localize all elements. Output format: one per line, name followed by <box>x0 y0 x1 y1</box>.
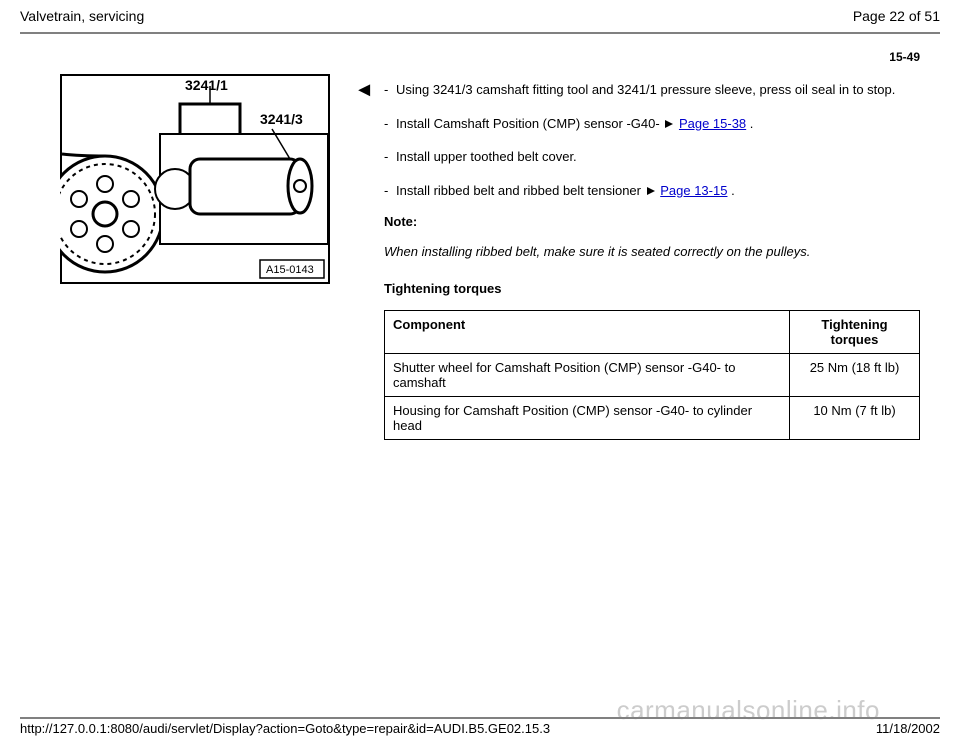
footer-date: 11/18/2002 <box>876 721 940 736</box>
bullet-dash: - <box>384 80 396 100</box>
bullet-text: Install upper toothed belt cover. <box>396 149 577 164</box>
bullet-text: Install ribbed belt and ribbed belt tens… <box>396 183 645 198</box>
figure-stamp: A15-0143 <box>266 264 314 276</box>
page-counter: Page 22 of 51 <box>853 8 940 24</box>
torques-table: Component Tightening torques Shutter whe… <box>384 310 920 440</box>
bullet-text-after: . <box>731 183 735 198</box>
list-item: - Install upper toothed belt cover. <box>384 147 920 167</box>
bullet-dash: - <box>384 181 396 201</box>
page-link[interactable]: Page 15-38 <box>679 116 746 131</box>
bullet-text-after: . <box>750 116 754 131</box>
bullet-dash: - <box>384 147 396 167</box>
bullet-text: Install Camshaft Position (CMP) sensor -… <box>396 116 663 131</box>
figure-diagram: 3241/1 3241/3 A15-0143 <box>60 74 330 452</box>
footer-url: http://127.0.0.1:8080/audi/servlet/Displ… <box>20 721 550 736</box>
table-cell: Shutter wheel for Camshaft Position (CMP… <box>385 354 790 397</box>
table-row: Shutter wheel for Camshaft Position (CMP… <box>385 354 920 397</box>
page-link[interactable]: Page 13-15 <box>660 183 727 198</box>
table-row: Housing for Camshaft Position (CMP) sens… <box>385 397 920 440</box>
link-arrow-icon <box>665 120 673 128</box>
table-cell: 25 Nm (18 ft lb) <box>790 354 920 397</box>
pointer-arrow-icon: ◄ <box>354 80 374 440</box>
bullet-text: Using 3241/3 camshaft fitting tool and 3… <box>396 82 895 97</box>
note-label: Note: <box>384 214 920 229</box>
list-item: - Install ribbed belt and ribbed belt te… <box>384 181 920 201</box>
table-cell: 10 Nm (7 ft lb) <box>790 397 920 440</box>
bullet-dash: - <box>384 114 396 134</box>
note-text: When installing ribbed belt, make sure i… <box>384 243 920 261</box>
table-cell: Housing for Camshaft Position (CMP) sens… <box>385 397 790 440</box>
link-arrow-icon <box>647 187 655 195</box>
table-header: Component <box>385 311 790 354</box>
list-item: - Using 3241/3 camshaft fitting tool and… <box>384 80 920 100</box>
page-reference: 15-49 <box>0 34 960 74</box>
table-header: Tightening torques <box>790 311 920 354</box>
torques-heading: Tightening torques <box>384 281 920 296</box>
figure-label-right: 3241/3 <box>260 111 303 127</box>
list-item: - Install Camshaft Position (CMP) sensor… <box>384 114 920 134</box>
doc-title: Valvetrain, servicing <box>20 8 144 24</box>
figure-label-top: 3241/1 <box>185 77 228 93</box>
instruction-list: - Using 3241/3 camshaft fitting tool and… <box>384 80 920 440</box>
